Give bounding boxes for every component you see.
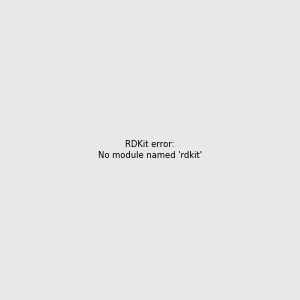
Text: RDKit error:
No module named 'rdkit': RDKit error: No module named 'rdkit' [98, 140, 202, 160]
